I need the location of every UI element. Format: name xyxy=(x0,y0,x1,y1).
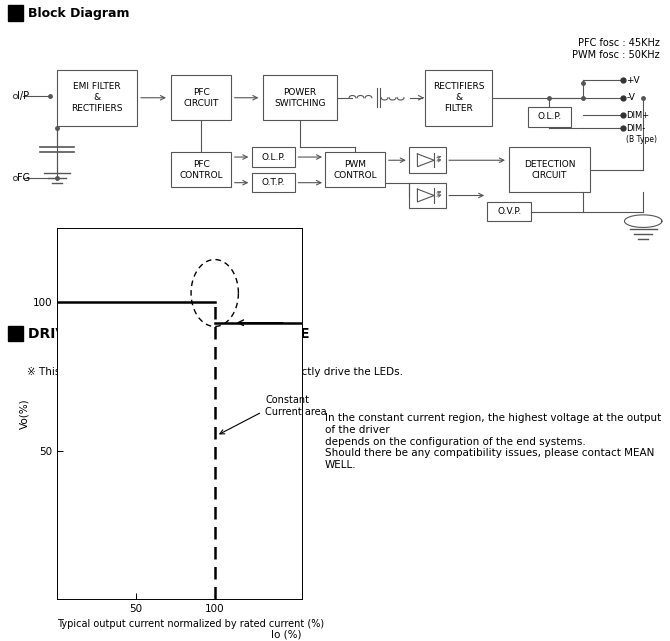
Text: O.V.P.: O.V.P. xyxy=(497,207,521,216)
Bar xyxy=(409,147,446,173)
Text: +V: +V xyxy=(626,76,640,85)
Text: PFC
CIRCUIT: PFC CIRCUIT xyxy=(184,88,218,108)
Text: DIM-: DIM- xyxy=(626,124,646,133)
Y-axis label: Vo(%): Vo(%) xyxy=(19,398,29,429)
Text: PWM
CONTROL: PWM CONTROL xyxy=(333,160,377,180)
Bar xyxy=(57,70,137,126)
Bar xyxy=(488,202,531,221)
Text: Block Diagram: Block Diagram xyxy=(28,7,129,20)
Bar xyxy=(528,106,572,128)
Bar xyxy=(251,173,295,192)
Text: EMI FILTER
&
RECTIFIERS: EMI FILTER & RECTIFIERS xyxy=(72,82,123,113)
Bar xyxy=(263,75,337,121)
Text: RECTIFIERS
&
FILTER: RECTIFIERS & FILTER xyxy=(433,82,484,113)
Text: Io (%): Io (%) xyxy=(271,629,302,639)
Bar xyxy=(8,5,23,21)
Bar xyxy=(251,147,295,167)
Text: FG: FG xyxy=(17,173,30,183)
Text: ※ This series works in constant current mode to directly drive the LEDs.: ※ This series works in constant current … xyxy=(27,367,403,377)
Text: POWER
SWITCHING: POWER SWITCHING xyxy=(275,88,326,108)
Text: O.L.P.: O.L.P. xyxy=(261,153,285,162)
Text: O.L.P.: O.L.P. xyxy=(537,112,561,122)
Text: -V: -V xyxy=(626,93,635,103)
Text: PFC
CONTROL: PFC CONTROL xyxy=(179,160,223,180)
Bar xyxy=(171,75,231,121)
Text: Constant
Current area: Constant Current area xyxy=(265,395,327,417)
Bar xyxy=(509,147,590,192)
Text: Typical output current normalized by rated current (%): Typical output current normalized by rat… xyxy=(57,619,324,629)
Text: O.T.P.: O.T.P. xyxy=(261,178,285,187)
Bar xyxy=(325,153,385,187)
Bar xyxy=(171,153,231,187)
Bar xyxy=(409,183,446,208)
Text: In the constant current region, the highest voltage at the output of the driver
: In the constant current region, the high… xyxy=(325,413,661,470)
Text: I/P: I/P xyxy=(17,91,29,101)
Text: PFC fosc : 45KHz
PWM fosc : 50KHz: PFC fosc : 45KHz PWM fosc : 50KHz xyxy=(572,38,660,60)
Text: (B Type): (B Type) xyxy=(626,135,657,144)
Text: DRIVING METHODS OF LED MODULE: DRIVING METHODS OF LED MODULE xyxy=(28,327,310,341)
Text: DETECTION
CIRCUIT: DETECTION CIRCUIT xyxy=(524,160,575,180)
Bar xyxy=(8,326,23,341)
Bar xyxy=(425,70,492,126)
Text: DIM+: DIM+ xyxy=(626,111,650,120)
